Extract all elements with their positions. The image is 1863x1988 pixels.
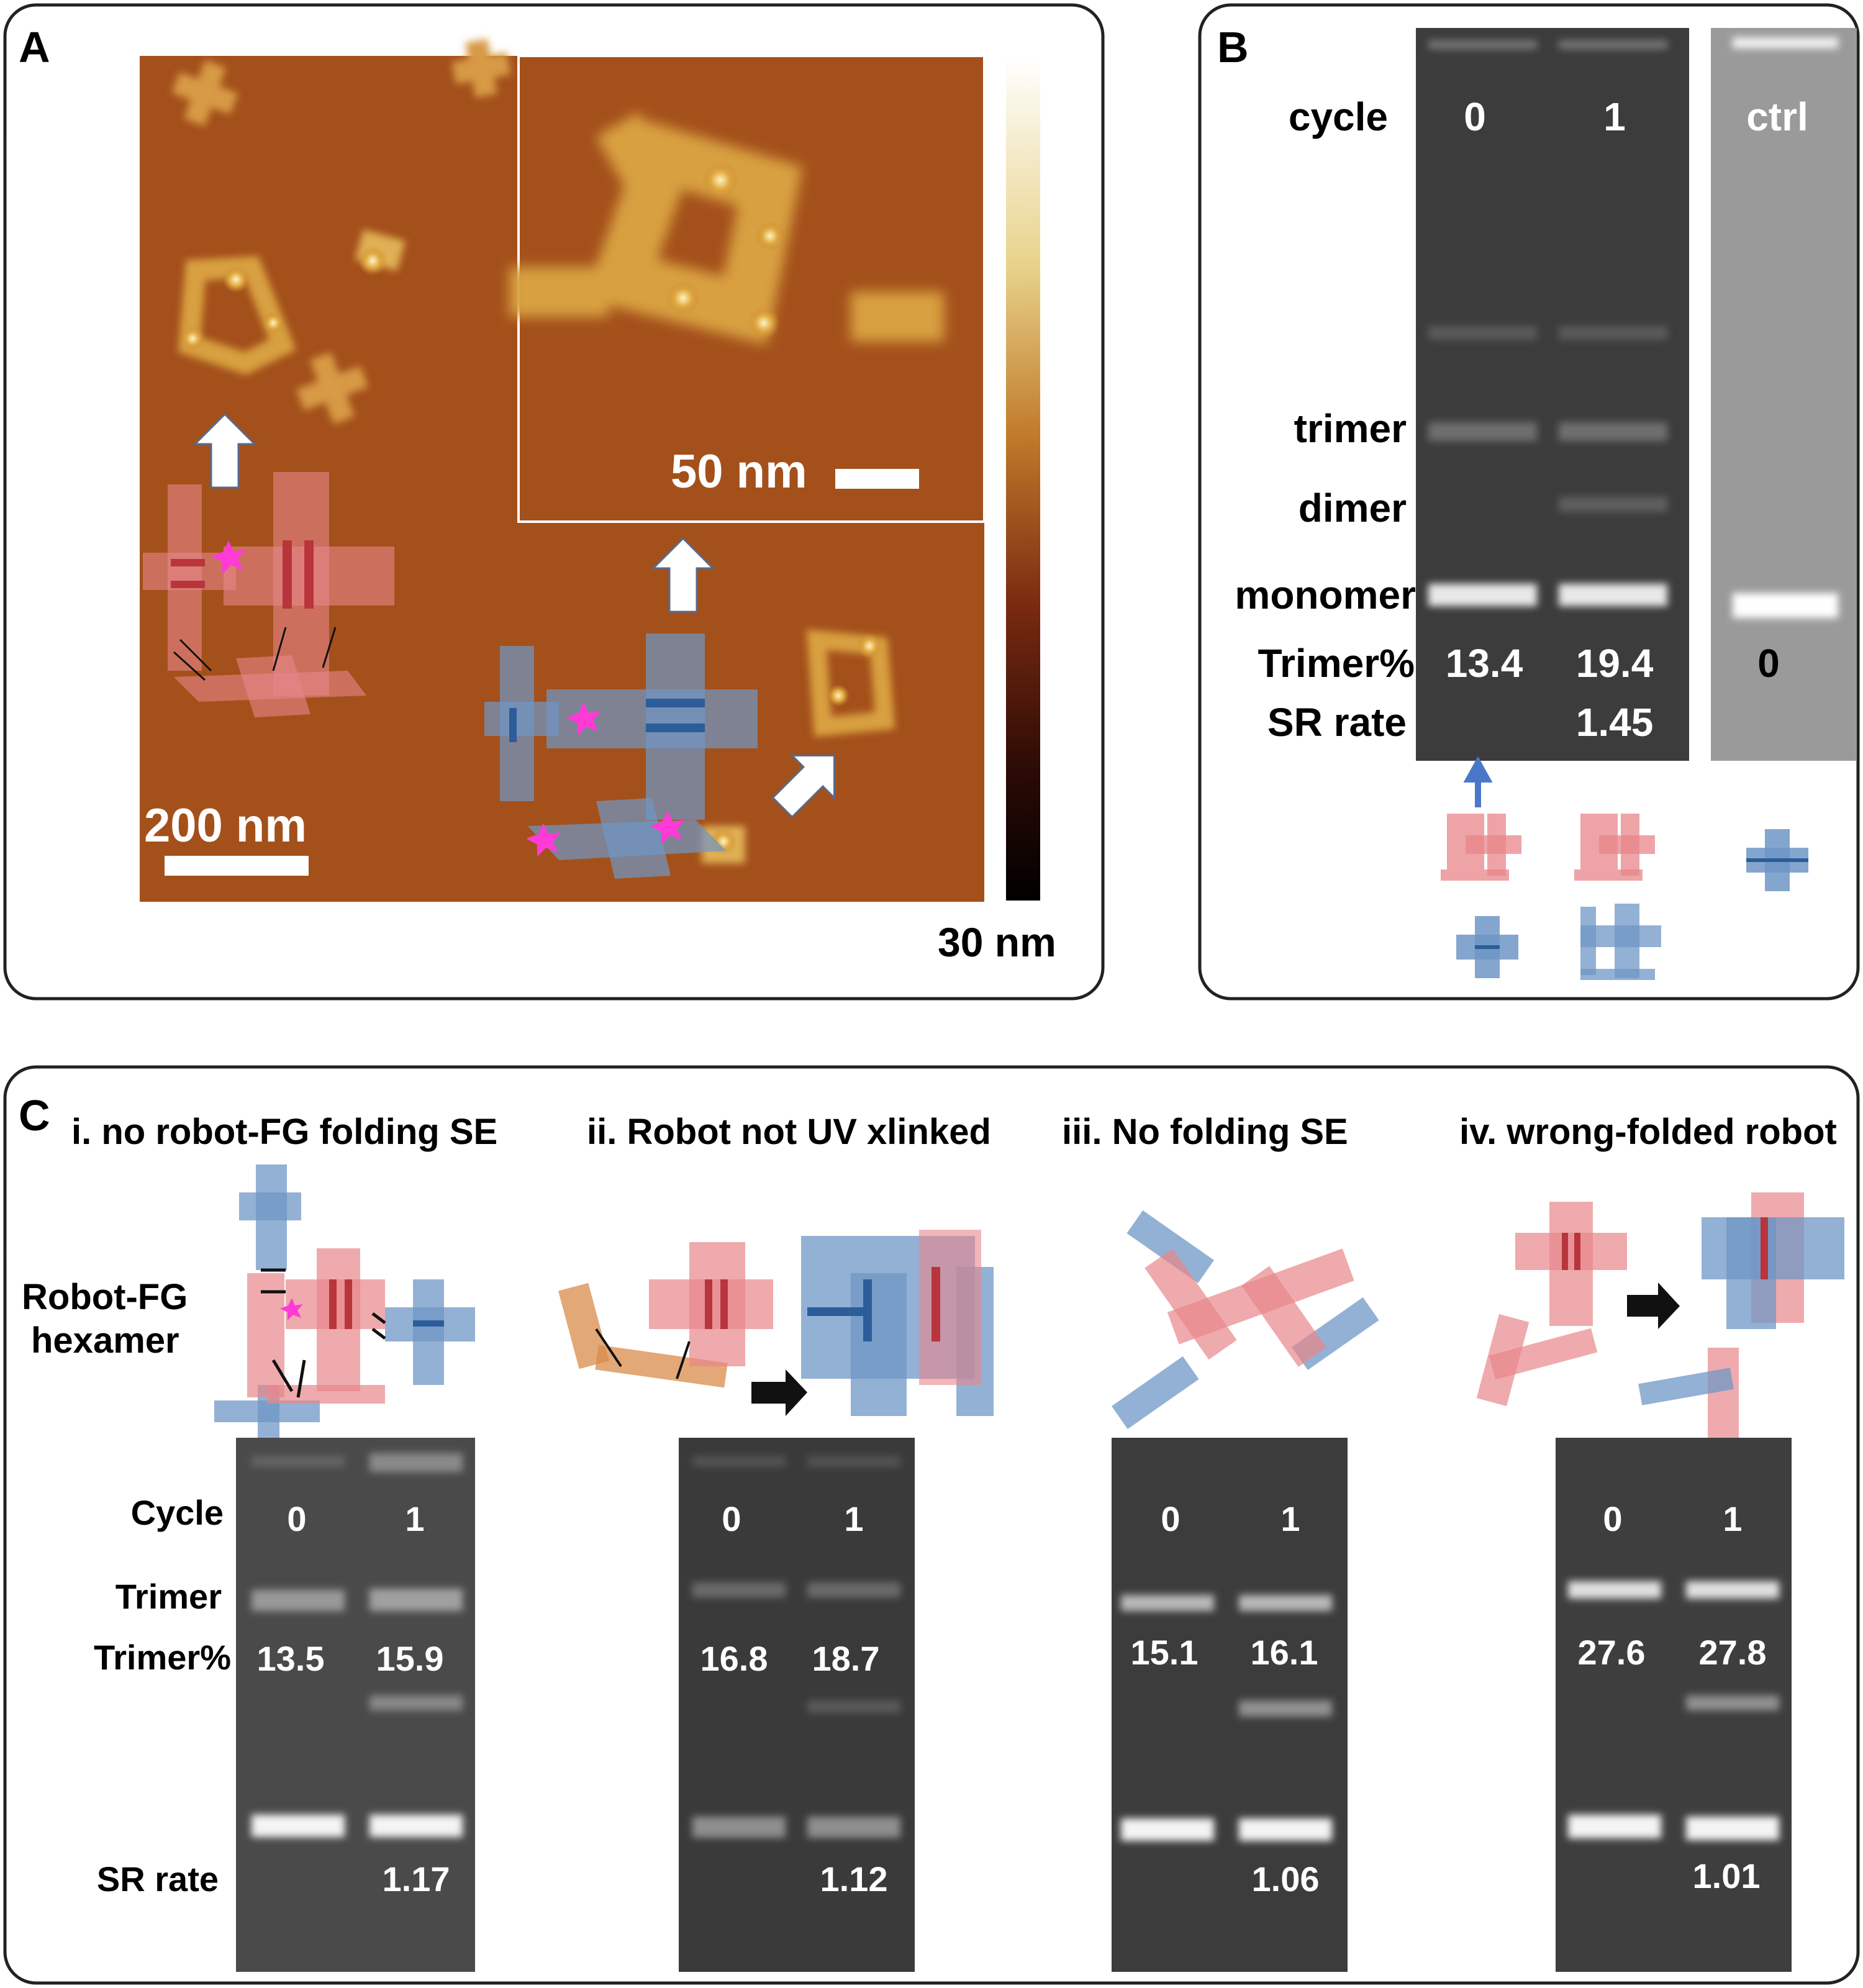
mini-robot-pink-1	[1441, 814, 1521, 881]
afm-particles	[171, 39, 895, 863]
mini-tile-blue-1	[1456, 916, 1518, 978]
gel-b-lane-1: 1	[1603, 94, 1626, 139]
row-label-trimer-pct: Trimer%	[94, 1638, 231, 1677]
pink-robot-schematic	[143, 472, 394, 717]
gel-ii-lane-1: 1	[844, 1499, 863, 1538]
mini-robot-pink-2	[1574, 814, 1655, 881]
schematic-i	[214, 1164, 475, 1441]
gel-iv-lane-0: 0	[1603, 1499, 1622, 1538]
gel-i-lane-0: 0	[287, 1499, 306, 1538]
gel-i-sr: 1.17	[383, 1859, 450, 1899]
mini-tile-blue-ctrl	[1746, 829, 1808, 891]
gel-ctrl	[1711, 28, 1857, 761]
subpanel-title-i: i. no robot-FG folding SE	[71, 1112, 497, 1152]
row-label-cycle: Cycle	[131, 1493, 224, 1532]
panel-a-letter: A	[19, 23, 50, 71]
inset-bright-spots	[666, 161, 785, 339]
inset-scale-label: 50 nm	[671, 445, 807, 498]
row-label-trimer: Trimer	[116, 1577, 222, 1616]
panel-a: A	[3, 3, 1105, 1001]
gel-iv-trimer-pct-1: 27.8	[1699, 1633, 1767, 1672]
panel-b-letter: B	[1217, 23, 1249, 71]
trimer-pct-1: 19.4	[1576, 641, 1654, 686]
gel-b-lane-ctrl: ctrl	[1746, 94, 1808, 139]
gel-i-lane-1: 1	[405, 1499, 424, 1538]
main-scale-bar	[165, 856, 309, 876]
schematic-iv	[1476, 1192, 1844, 1441]
panel-a-frame	[3, 3, 1105, 1001]
trimer-pct-label: Trimer%	[1258, 641, 1415, 686]
gel-iii-lane-0: 0	[1161, 1499, 1180, 1538]
schematic-ii	[558, 1230, 994, 1416]
panel-b: B cycle 0 1 ctrl trimer dimer monomer Tr…	[1198, 3, 1860, 1001]
trimer-pct-0: 13.4	[1446, 641, 1523, 686]
gel-i-trimer-pct-1: 15.9	[376, 1639, 444, 1678]
main-scale-label: 200 nm	[144, 799, 307, 852]
schematic-iii	[1112, 1210, 1379, 1429]
band-label-monomer: monomer	[1235, 573, 1416, 617]
robot-fg-label-2: hexamer	[31, 1320, 179, 1361]
band-label-trimer: trimer	[1294, 406, 1407, 451]
mini-robot-blue	[1580, 904, 1661, 980]
colorbar-label: 30 nm	[938, 919, 1056, 965]
panel-b-frame	[1198, 3, 1860, 1001]
arrow-right-ii	[751, 1369, 807, 1416]
gel-ii-sr: 1.12	[820, 1859, 888, 1899]
subpanel-title-iii: iii. No folding SE	[1062, 1112, 1348, 1152]
colorbar	[1006, 56, 1040, 901]
gel-i-trimer-pct-0: 13.5	[257, 1639, 325, 1678]
gel-iv-trimer-pct-0: 27.6	[1578, 1633, 1646, 1672]
gel-b-lane-0: 0	[1464, 94, 1486, 139]
inset-scale-bar	[835, 469, 919, 489]
gel-main	[1416, 28, 1689, 761]
gel-iii-trimer-pct-1: 16.1	[1251, 1633, 1318, 1672]
panel-c-frame	[3, 1065, 1860, 1985]
gel-c-bands	[252, 1453, 1779, 1841]
subpanel-title-iv: iv. wrong-folded robot	[1459, 1112, 1837, 1152]
gel-iii-lane-1: 1	[1281, 1499, 1300, 1538]
blue-arrow-icon	[1463, 756, 1493, 807]
row-label-sr: SR rate	[97, 1859, 219, 1899]
blue-robot-schematic	[484, 633, 758, 879]
gel-ii-lane-0: 0	[722, 1499, 741, 1538]
trimer-pct-ctrl: 0	[1757, 641, 1780, 686]
sr-rate-value: 1.45	[1576, 700, 1654, 745]
gel-iv-lane-1: 1	[1723, 1499, 1742, 1538]
robot-fg-label-1: Robot-FG	[22, 1277, 188, 1317]
gel-iii-trimer-pct-0: 15.1	[1131, 1633, 1199, 1672]
band-label-dimer: dimer	[1299, 486, 1407, 530]
gel-b-bands	[1428, 37, 1838, 618]
sr-rate-label: SR rate	[1267, 700, 1407, 745]
gel-ii-trimer-pct-1: 18.7	[812, 1639, 880, 1678]
subpanel-title-ii: ii. Robot not UV xlinked	[587, 1112, 991, 1152]
gel-b-cycle-label: cycle	[1289, 94, 1388, 139]
gel-ii-trimer-pct-0: 16.8	[700, 1639, 768, 1678]
gel-iii-sr: 1.06	[1252, 1859, 1320, 1899]
arrow-right-iv	[1627, 1282, 1680, 1329]
panel-c-letter: C	[19, 1091, 50, 1140]
panel-c: C i. no robot-FG folding SE ii. Robot no…	[3, 1065, 1860, 1985]
gel-iv-sr: 1.01	[1693, 1856, 1761, 1895]
